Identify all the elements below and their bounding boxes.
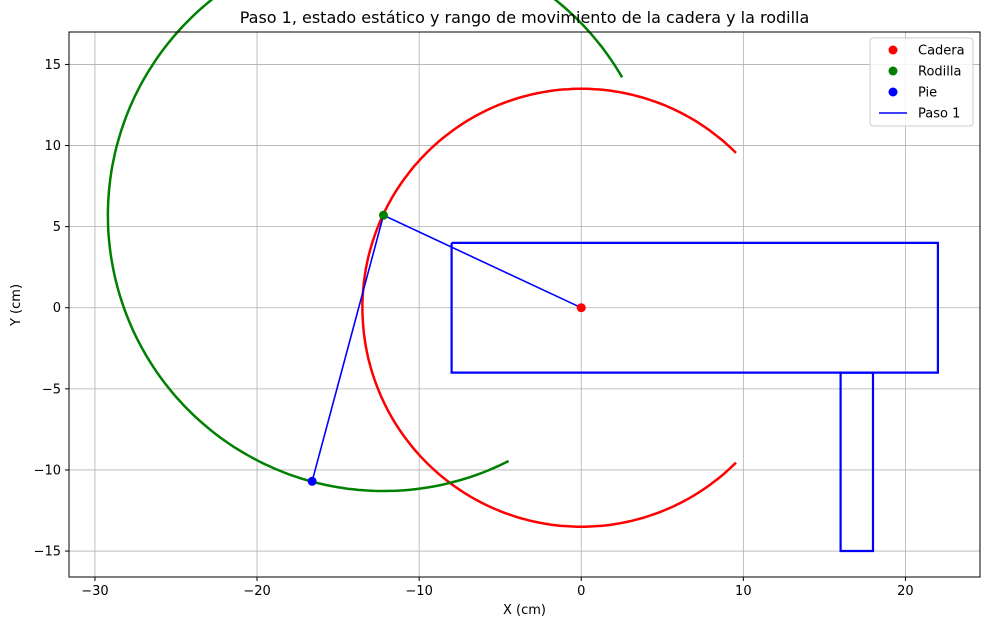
x-axis-label: X (cm) [503, 603, 546, 618]
x-tick-label: 10 [735, 584, 752, 599]
legend-label: Cadera [918, 44, 965, 59]
knee-range-arc [106, 0, 624, 493]
y-tick-label: 10 [44, 139, 61, 154]
y-tick-label: 15 [44, 58, 61, 73]
legend: Cadera Rodilla Pie Paso 1 [869, 37, 974, 127]
chart-title: Paso 1, estado estático y rango de movim… [240, 8, 810, 27]
plot-frame [68, 31, 981, 578]
legend-label: Paso 1 [918, 107, 960, 122]
point-cadera [576, 303, 586, 313]
y-axis-label: Y (cm) [9, 284, 24, 327]
hip-range-arc [361, 87, 737, 528]
plot-marks [106, 0, 940, 553]
axis-ticks: −30 −20 −10 0 10 20 −15 −10 −5 0 5 10 15 [34, 58, 914, 599]
y-tick-label: −15 [34, 545, 61, 560]
grid [69, 32, 980, 577]
y-tick-label: −5 [42, 382, 61, 397]
body-outline [450, 241, 940, 374]
legend-marker [888, 87, 898, 97]
y-tick-label: 0 [53, 301, 61, 316]
x-tick-label: −20 [243, 584, 270, 599]
y-tick-label: −10 [34, 463, 61, 478]
x-tick-label: −10 [405, 584, 432, 599]
legend-label: Pie [918, 86, 937, 101]
x-tick-label: 20 [897, 584, 914, 599]
legend-box [869, 37, 974, 127]
x-tick-label: 0 [577, 584, 585, 599]
legend-marker [888, 66, 898, 76]
point-rodilla [378, 210, 388, 220]
legend-label: Rodilla [918, 65, 961, 80]
y-tick-label: 5 [53, 220, 61, 235]
point-pie [307, 476, 317, 486]
legend-marker [888, 45, 898, 55]
leg-outline [839, 371, 875, 553]
step-line [311, 214, 582, 482]
x-tick-label: −30 [81, 584, 108, 599]
